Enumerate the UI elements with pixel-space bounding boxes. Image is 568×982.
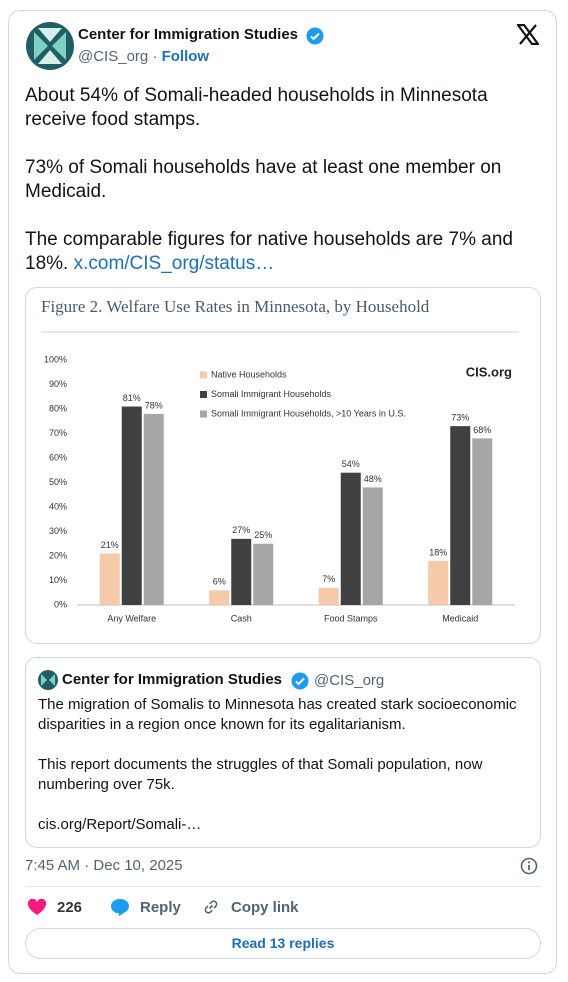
bar: [143, 413, 164, 605]
reply-button[interactable]: Reply: [140, 899, 181, 916]
value-label: 48%: [364, 474, 382, 484]
link-icon[interactable]: [202, 898, 220, 916]
tweet-paragraph: About 54% of Somali-headed households in…: [25, 85, 488, 130]
y-tick-label: 0%: [54, 599, 67, 609]
like-icon[interactable]: [28, 899, 46, 916]
value-label: 7%: [322, 574, 335, 584]
value-label: 6%: [213, 577, 226, 587]
copy-link-button[interactable]: Copy link: [231, 899, 299, 916]
handle-row: @CIS_org · Follow: [78, 48, 209, 65]
value-label: 25%: [254, 530, 272, 540]
quote-paragraph: The migration of Somalis to Minnesota ha…: [38, 696, 517, 733]
watermark: CIS.org: [466, 364, 512, 379]
x-tick-label: Any Welfare: [107, 613, 156, 623]
y-tick-label: 60%: [49, 452, 67, 462]
verified-badge: [291, 672, 309, 690]
y-tick-label: 40%: [49, 501, 67, 511]
tweet-text: About 54% of Somali-headed households in…: [25, 84, 540, 300]
bar: [231, 538, 252, 605]
quote-text: The migration of Somalis to Minnesota ha…: [38, 695, 533, 855]
value-label: 54%: [342, 459, 360, 469]
bar: [318, 587, 339, 605]
reply-icon[interactable]: [110, 898, 130, 917]
x-tick-label: Food Stamps: [324, 613, 378, 623]
bar: [450, 426, 471, 605]
quote-author: Center for Immigration Studies: [62, 671, 283, 688]
y-tick-label: 80%: [49, 403, 67, 413]
separator: ·: [152, 48, 158, 65]
bar: [121, 406, 142, 605]
divider: [25, 886, 541, 887]
y-tick-label: 30%: [49, 526, 67, 536]
handle: @CIS_org: [78, 48, 149, 65]
value-label: 18%: [429, 547, 447, 557]
verified-badge: [306, 27, 324, 45]
bar: [99, 553, 120, 605]
x-tick-label: Medicaid: [442, 613, 478, 623]
y-tick-label: 10%: [49, 575, 67, 585]
timestamp[interactable]: 7:45 AM · Dec 10, 2025: [25, 857, 183, 874]
legend-swatch: [200, 410, 207, 418]
quote-avatar: [38, 670, 58, 690]
value-label: 81%: [123, 393, 141, 403]
bar: [428, 560, 449, 605]
bar: [253, 543, 274, 605]
bar: [362, 487, 383, 605]
legend-swatch: [200, 371, 207, 379]
bar: [209, 590, 230, 605]
value-label: 27%: [232, 525, 250, 535]
media[interactable]: Figure 2. Welfare Use Rates in Minnesota…: [25, 287, 541, 644]
value-label: 68%: [473, 425, 491, 435]
quote-handle: @CIS_org: [314, 672, 385, 689]
tweet-card: [8, 10, 557, 974]
legend-label: Somali Immigrant Households, >10 Years i…: [211, 408, 406, 418]
quote-link: cis.org/Report/Somali-…: [38, 816, 202, 833]
tweet-paragraph-wrap: The comparable figures for native househ…: [25, 228, 540, 276]
quote-paragraph: This report documents the struggles of t…: [38, 756, 483, 793]
value-label: 73%: [451, 413, 469, 423]
like-count[interactable]: 226: [57, 899, 83, 916]
info-icon[interactable]: [520, 857, 538, 875]
value-label: 21%: [101, 540, 119, 550]
x-tick-label: Cash: [231, 613, 252, 623]
read-replies-button[interactable]: Read 13 replies: [25, 928, 541, 959]
y-tick-label: 50%: [49, 477, 67, 487]
chart-title: Figure 2. Welfare Use Rates in Minnesota…: [41, 297, 430, 316]
tweet-paragraph: The comparable figures for native househ…: [25, 229, 513, 274]
x-logo[interactable]: [517, 24, 539, 45]
author-name[interactable]: Center for Immigration Studies: [78, 26, 299, 43]
y-tick-label: 70%: [49, 428, 67, 438]
legend-label: Native Households: [211, 369, 287, 379]
bar: [472, 438, 493, 605]
legend-label: Somali Immigrant Households: [211, 389, 332, 399]
quote-card[interactable]: [25, 657, 541, 848]
chart: Figure 2. Welfare Use Rates in Minnesota…: [41, 297, 519, 623]
legend-swatch: [200, 391, 207, 398]
y-tick-label: 20%: [49, 550, 67, 560]
tweet-paragraph: 73% of Somali households have at least o…: [25, 157, 502, 202]
avatar[interactable]: [26, 22, 74, 70]
follow-button[interactable]: Follow: [161, 48, 210, 65]
tweet-link[interactable]: x.com/CIS_org/status…: [73, 253, 275, 274]
y-tick-label: 100%: [44, 354, 67, 364]
bar: [340, 472, 361, 605]
y-tick-label: 90%: [49, 379, 67, 389]
value-label: 78%: [145, 400, 163, 410]
